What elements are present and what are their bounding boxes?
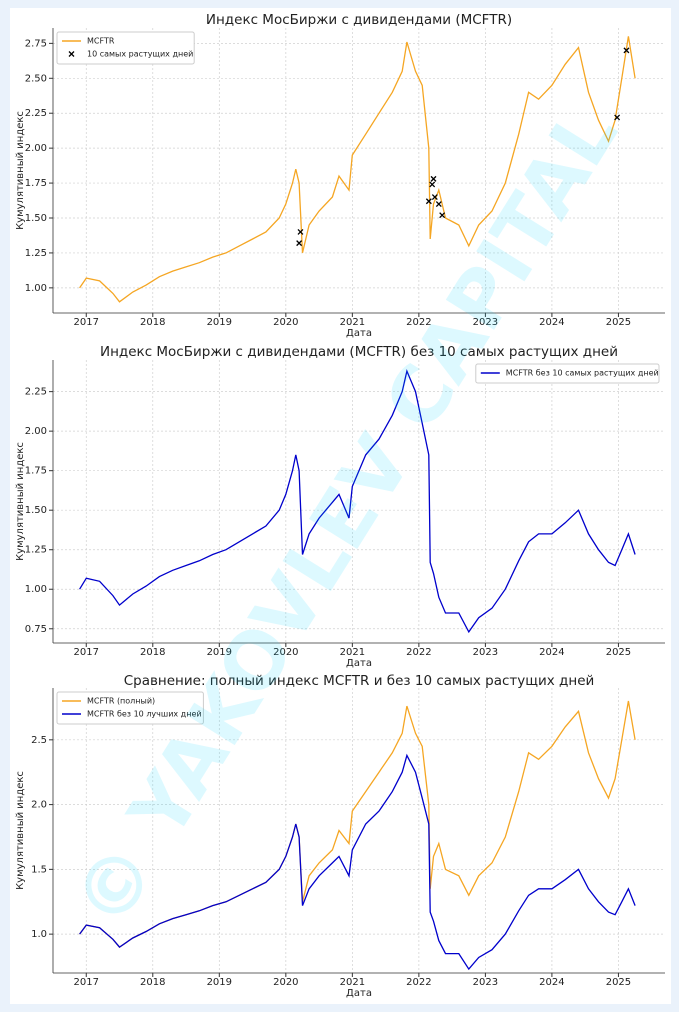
x-tick-label: 2023 xyxy=(473,317,498,328)
legend xyxy=(56,31,195,65)
legend-label: MCFTR xyxy=(87,37,115,46)
series-line xyxy=(79,368,636,634)
series-line xyxy=(79,753,636,971)
legend-label: MCFTR без 10 лучших дней xyxy=(87,710,202,719)
legend-label: MCFTR без 10 самых растущих дней xyxy=(506,369,659,378)
x-tick-label: 2019 xyxy=(207,977,232,988)
y-tick-label: 0.75 xyxy=(25,624,47,635)
y-tick-label: 1.75 xyxy=(25,466,47,477)
marker xyxy=(435,201,442,207)
legend-label: MCFTR (полный) xyxy=(87,697,155,706)
marker xyxy=(425,198,432,205)
y-tick-label: 2.25 xyxy=(25,108,47,119)
x-tick-label: 2021 xyxy=(340,647,365,658)
marker xyxy=(430,175,437,182)
x-tick-label: 2020 xyxy=(273,647,298,658)
x-tick-label: 2022 xyxy=(406,317,431,328)
x-axis-label: Дата xyxy=(346,658,372,669)
panel xyxy=(10,8,671,1004)
y-tick-label: 2.00 xyxy=(25,143,47,154)
y-tick-label: 2.5 xyxy=(31,735,47,746)
x-tick-label: 2017 xyxy=(74,317,99,328)
x-axis-label: Дата xyxy=(346,988,372,999)
y-tick-label: 1.75 xyxy=(25,178,47,189)
legend xyxy=(475,363,660,384)
chart-title: Индекс МосБиржи с дивидендами (MCFTR) xyxy=(206,12,512,28)
x-tick-label: 2018 xyxy=(140,647,165,658)
x-tick-label: 2024 xyxy=(539,977,564,988)
x-tick-label: 2018 xyxy=(140,977,165,988)
y-axis-label: Кумулятивный индекс xyxy=(15,111,26,230)
y-tick-label: 1.50 xyxy=(25,505,47,516)
y-axis-label: Кумулятивный индекс xyxy=(15,771,26,890)
x-tick-label: 2025 xyxy=(606,317,631,328)
y-tick-label: 2.00 xyxy=(25,426,47,437)
x-tick-label: 2020 xyxy=(273,977,298,988)
y-tick-label: 1.50 xyxy=(25,213,47,224)
x-tick-label: 2021 xyxy=(340,977,365,988)
marker xyxy=(614,114,621,121)
x-tick-label: 2025 xyxy=(606,977,631,988)
marker xyxy=(623,47,630,54)
x-tick-label: 2019 xyxy=(207,317,232,328)
marker xyxy=(296,240,303,247)
chart-title: Индекс МосБиржи с дивидендами (MCFTR) бе… xyxy=(100,344,618,360)
y-tick-label: 2.0 xyxy=(31,800,47,811)
marker xyxy=(439,212,446,219)
y-tick-label: 1.0 xyxy=(31,929,47,940)
marker xyxy=(429,181,436,188)
y-tick-label: 1.25 xyxy=(25,248,47,259)
x-tick-label: 2019 xyxy=(207,647,232,658)
marker xyxy=(297,229,304,235)
x-tick-label: 2022 xyxy=(406,647,431,658)
y-axis-label: Кумулятивный индекс xyxy=(15,442,26,561)
x-tick-label: 2023 xyxy=(473,647,498,658)
series-line xyxy=(79,36,636,303)
y-tick-label: 2.50 xyxy=(25,73,47,84)
x-tick-label: 2020 xyxy=(273,317,298,328)
y-tick-label: 2.25 xyxy=(25,387,47,398)
x-tick-label: 2017 xyxy=(74,647,99,658)
x-tick-label: 2018 xyxy=(140,317,165,328)
y-tick-label: 1.00 xyxy=(25,283,47,294)
legend xyxy=(56,691,204,725)
legend-label: 10 самых растущих дней xyxy=(87,50,193,59)
marker xyxy=(431,194,438,201)
y-tick-label: 1.25 xyxy=(25,545,47,556)
x-tick-label: 2017 xyxy=(74,977,99,988)
x-tick-label: 2025 xyxy=(606,647,631,658)
x-tick-label: 2023 xyxy=(473,977,498,988)
legend-marker xyxy=(68,51,75,57)
y-tick-label: 2.75 xyxy=(25,38,47,49)
x-tick-label: 2022 xyxy=(406,977,431,988)
x-tick-label: 2024 xyxy=(539,317,564,328)
x-tick-label: 2024 xyxy=(539,647,564,658)
x-axis-label: Дата xyxy=(346,328,372,339)
x-tick-label: 2021 xyxy=(340,317,365,328)
chart-title: Сравнение: полный индекс MCFTR и без 10 … xyxy=(124,673,595,689)
y-tick-label: 1.5 xyxy=(31,864,47,875)
y-tick-label: 1.00 xyxy=(25,584,47,595)
